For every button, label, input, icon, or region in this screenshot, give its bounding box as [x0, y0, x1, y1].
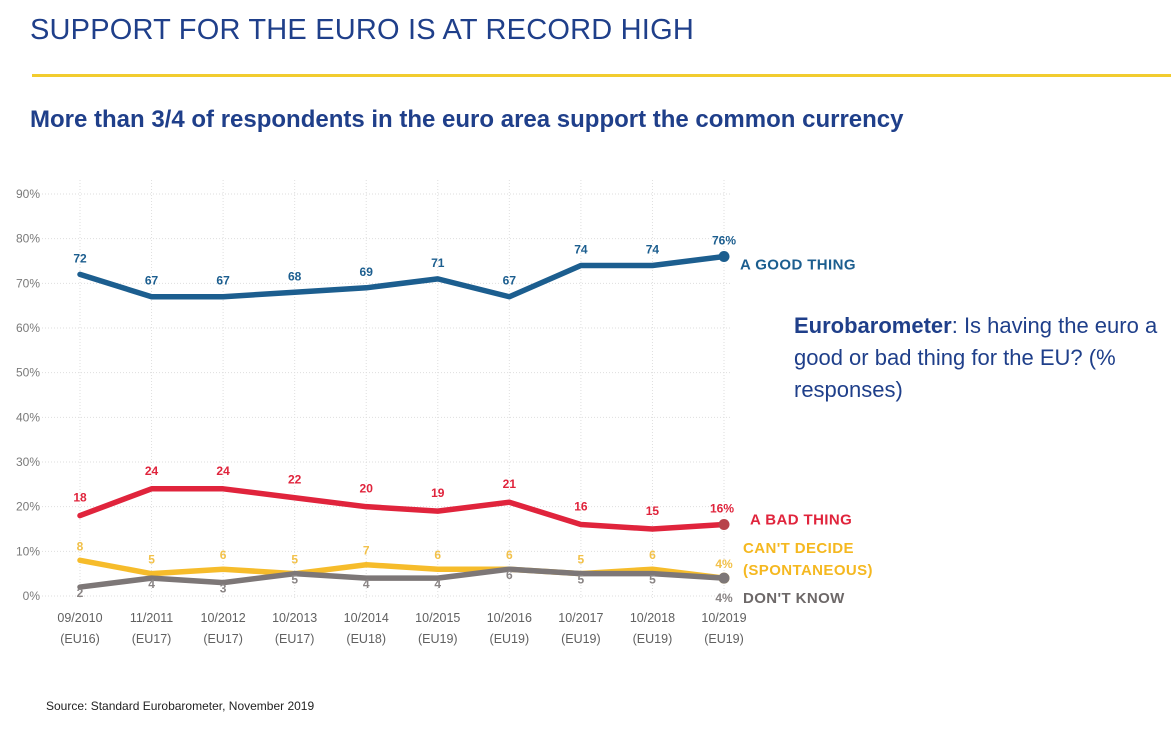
data-label: 5: [291, 553, 298, 567]
x-tick-label: 10/2014: [344, 611, 389, 625]
series-end-marker-bad: [718, 519, 730, 531]
x-tick-label: 10/2013: [272, 611, 317, 625]
x-tick-sublabel: (EU17): [132, 632, 172, 646]
data-label: 5: [291, 573, 298, 587]
x-tick-label: 10/2019: [701, 611, 746, 625]
x-tick-sublabel: (EU19): [633, 632, 673, 646]
data-label: 22: [288, 473, 302, 487]
data-label: 6: [434, 548, 441, 562]
data-label: 4: [434, 577, 441, 591]
x-tick-sublabel: (EU18): [346, 632, 386, 646]
x-tick-label: 09/2010: [57, 611, 102, 625]
data-label: 21: [503, 477, 517, 491]
y-tick-label: 40%: [16, 410, 40, 424]
x-tick-sublabel: (EU17): [203, 632, 243, 646]
data-label: 8: [77, 539, 84, 553]
series-end-marker-dont_know: [718, 572, 730, 584]
series-label-cant-decide: CAN'T DECIDE: [743, 540, 854, 557]
data-label: 20: [360, 482, 374, 496]
data-label: 16: [574, 500, 588, 514]
question-note: Eurobarometer: Is having the euro a good…: [794, 310, 1164, 406]
x-tick-sublabel: (EU19): [418, 632, 458, 646]
data-label: 76%: [712, 234, 736, 248]
series-label-dont-know: DON'T KNOW: [743, 590, 845, 607]
slide-subtitle: More than 3/4 of respondents in the euro…: [30, 106, 904, 133]
data-label: 2: [77, 586, 84, 600]
data-label: 5: [578, 573, 585, 587]
y-tick-label: 90%: [16, 187, 40, 201]
y-tick-label: 50%: [16, 366, 40, 380]
series-line-dont_know: [77, 566, 727, 590]
data-label: 18: [73, 491, 87, 505]
data-label: 6: [220, 548, 227, 562]
x-tick-sublabel: (EU16): [60, 632, 100, 646]
data-label: 15: [646, 504, 660, 518]
data-label: 5: [578, 553, 585, 567]
data-label: 6: [506, 568, 513, 582]
x-tick-label: 10/2012: [201, 611, 246, 625]
data-label: 3: [220, 582, 227, 596]
data-label: 19: [431, 486, 445, 500]
series-label-bad: A BAD THING: [750, 512, 852, 529]
series-line-bad: [77, 486, 727, 532]
x-tick-sublabel: (EU19): [561, 632, 601, 646]
y-tick-label: 0%: [23, 589, 41, 603]
y-tick-label: 70%: [16, 276, 40, 290]
x-tick-sublabel: (EU17): [275, 632, 315, 646]
y-tick-label: 20%: [16, 500, 40, 514]
data-label: 4%: [715, 591, 733, 605]
y-tick-label: 10%: [16, 544, 40, 558]
data-label: 16%: [710, 502, 734, 516]
x-tick-sublabel: (EU19): [490, 632, 530, 646]
x-tick-sublabel: (EU19): [704, 632, 744, 646]
data-label: 5: [649, 573, 656, 587]
series-end-marker-good: [718, 251, 730, 263]
data-label: 5: [148, 553, 155, 567]
x-tick-label: 10/2015: [415, 611, 460, 625]
data-label: 24: [216, 464, 230, 478]
x-tick-label: 10/2018: [630, 611, 675, 625]
data-label: 69: [360, 265, 374, 279]
data-label: 67: [216, 274, 230, 288]
title-divider: [32, 74, 1171, 77]
question-note-text: : Is having the euro a good or bad thing…: [794, 313, 1158, 402]
data-label: 4%: [715, 557, 733, 571]
series-line-good: [77, 253, 727, 300]
data-label: 4: [148, 577, 155, 591]
slide-title: SUPPORT FOR THE EURO IS AT RECORD HIGH: [30, 14, 694, 46]
source-note: Source: Standard Eurobarometer, November…: [46, 699, 315, 713]
data-label: 74: [574, 242, 588, 256]
y-tick-label: 60%: [16, 321, 40, 335]
data-label: 74: [646, 242, 660, 256]
x-tick-label: 10/2017: [558, 611, 603, 625]
series-label-good: A GOOD THING: [740, 257, 856, 274]
data-label: 4: [363, 577, 370, 591]
data-label: 24: [145, 464, 159, 478]
y-tick-label: 30%: [16, 455, 40, 469]
data-label: 7: [363, 544, 370, 558]
data-label: 72: [73, 251, 87, 265]
data-label: 68: [288, 269, 302, 283]
y-tick-label: 80%: [16, 232, 40, 246]
data-label: 6: [649, 548, 656, 562]
data-label: 67: [503, 274, 517, 288]
x-tick-label: 10/2016: [487, 611, 532, 625]
series-label-cant-decide-line2: (SPONTANEOUS): [743, 562, 873, 579]
data-label: 6: [506, 548, 513, 562]
data-label: 67: [145, 274, 159, 288]
x-tick-label: 11/2011: [130, 611, 173, 625]
question-note-source: Eurobarometer: [794, 313, 952, 338]
data-label: 71: [431, 256, 445, 270]
